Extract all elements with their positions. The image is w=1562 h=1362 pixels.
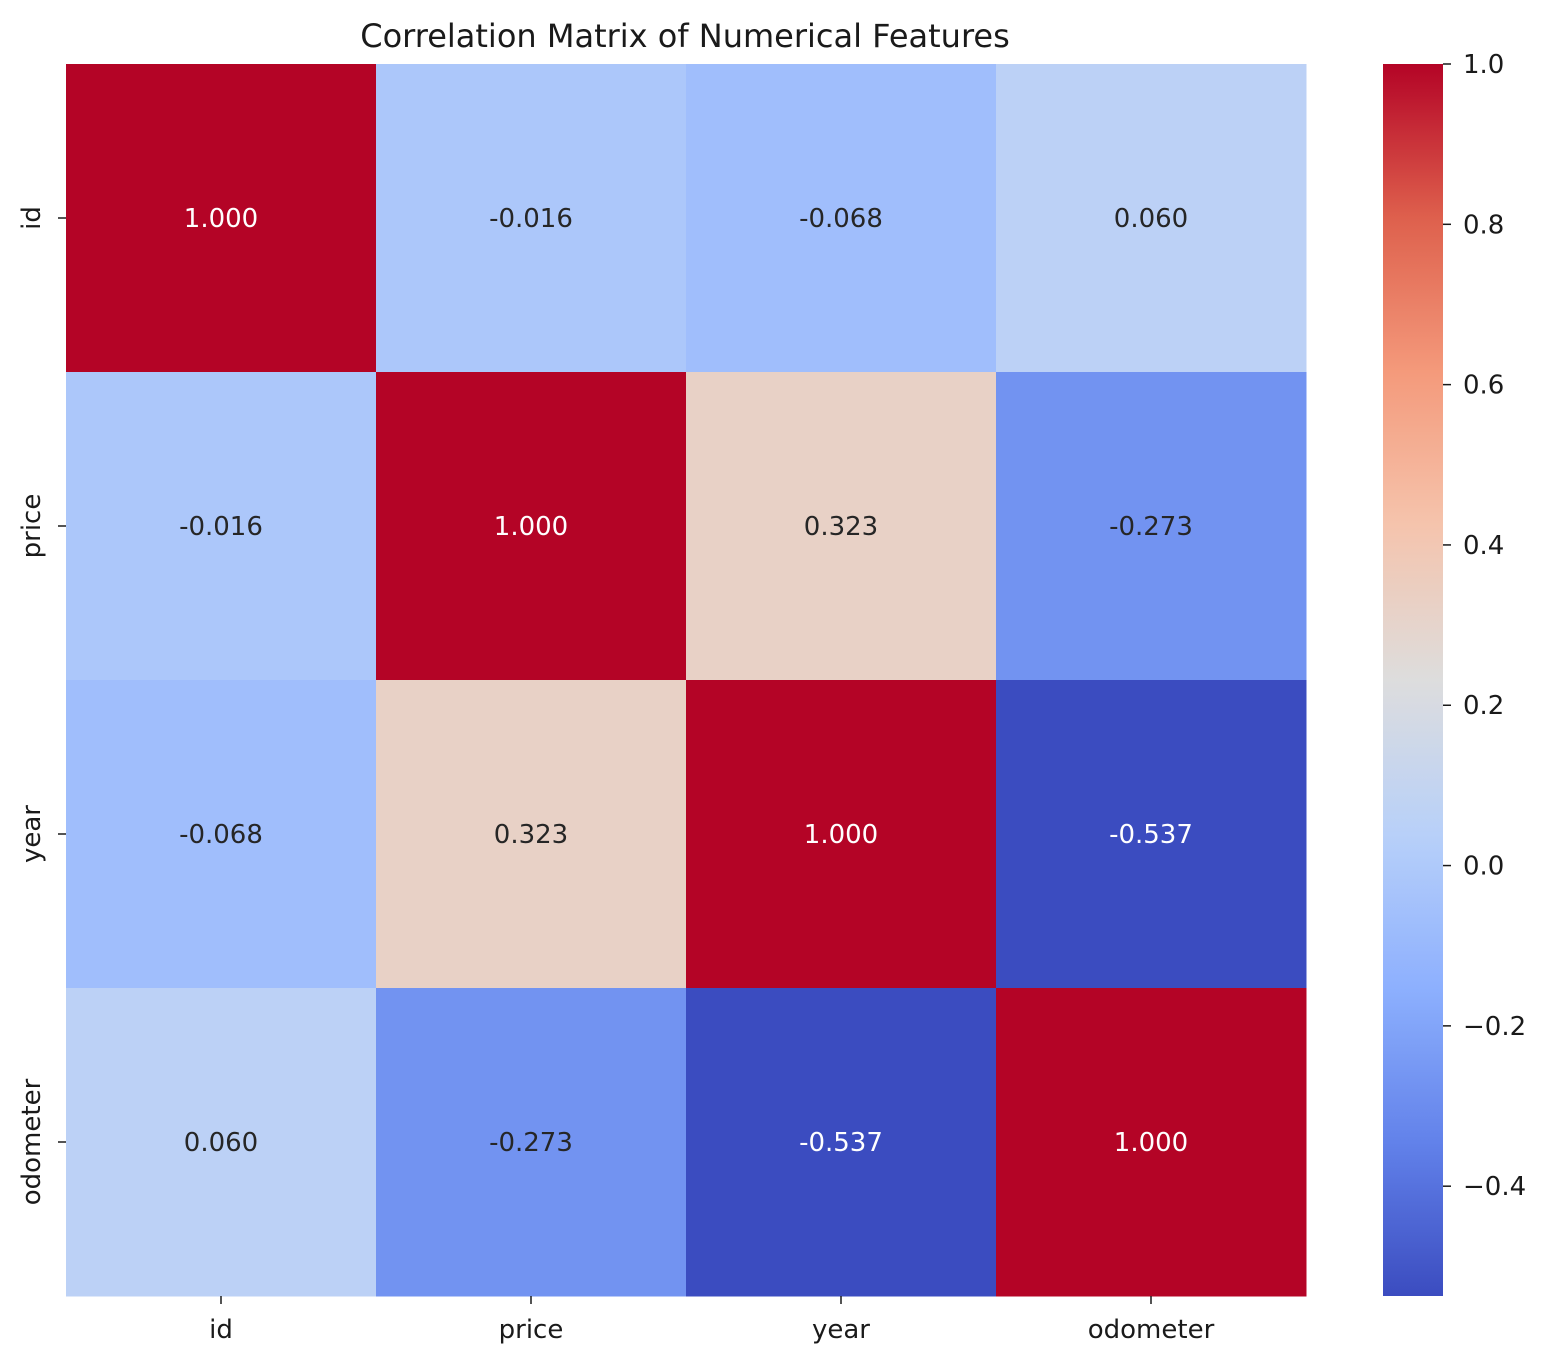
colorbar-tick-label: 1.0 bbox=[1463, 50, 1504, 80]
cell-value-label: 0.060 bbox=[1114, 204, 1188, 234]
colorbar-tick-label: 0.6 bbox=[1463, 371, 1504, 401]
cell-value-label: -0.273 bbox=[1109, 512, 1193, 542]
heatmap-cell-price-year bbox=[686, 372, 997, 681]
cell-value-label: -0.016 bbox=[179, 512, 263, 542]
heatmap-cell-odometer-odometer bbox=[996, 988, 1307, 1297]
heatmap-cell-odometer-id bbox=[66, 988, 377, 1297]
cell-value-label: -0.537 bbox=[1109, 820, 1193, 850]
y-tick-label: price bbox=[17, 494, 47, 559]
heatmap-cell-year-year bbox=[686, 680, 997, 989]
x-axis: id price year odometer bbox=[209, 1296, 1215, 1345]
colorbar-tick-label: 0.0 bbox=[1463, 852, 1504, 882]
heatmap-cell-price-id bbox=[66, 372, 377, 681]
heatmap-cell-year-id bbox=[66, 680, 377, 989]
heatmap-cell-year-odometer bbox=[996, 680, 1307, 989]
x-tick-label: year bbox=[812, 1315, 870, 1345]
y-tick-label: year bbox=[17, 805, 47, 863]
heatmap-cell-odometer-price bbox=[376, 988, 687, 1297]
heatmap-cell-price-price bbox=[376, 372, 687, 681]
chart-title: Correlation Matrix of Numerical Features bbox=[360, 17, 1010, 55]
heatmap-cell-id-year bbox=[686, 64, 997, 373]
colorbar-tick-label: 0.8 bbox=[1463, 210, 1504, 240]
colorbar-gradient bbox=[1383, 64, 1443, 1296]
cell-value-label: 1.000 bbox=[494, 512, 568, 542]
x-tick-label: price bbox=[499, 1315, 564, 1345]
x-tick-label: id bbox=[209, 1315, 233, 1345]
y-tick-label: id bbox=[17, 206, 47, 230]
x-tick-label: odometer bbox=[1088, 1315, 1215, 1345]
y-tick-label: odometer bbox=[17, 1078, 47, 1205]
cell-value-label: 1.000 bbox=[804, 820, 878, 850]
colorbar-tick-label: 0.2 bbox=[1463, 691, 1504, 721]
heatmap-cell-year-price bbox=[376, 680, 687, 989]
heatmap-cell-price-odometer bbox=[996, 372, 1307, 681]
colorbar-tick-label: 0.4 bbox=[1463, 531, 1504, 561]
heatmap-cell-odometer-year bbox=[686, 988, 997, 1297]
heatmap-cell-id-id bbox=[66, 64, 377, 373]
heatmap-cells: 1.000 -0.016 -0.068 0.060 -0.016 1.000 0.323 -0… bbox=[66, 64, 1307, 1297]
cell-value-label: -0.537 bbox=[799, 1128, 883, 1158]
cell-value-label: -0.016 bbox=[489, 204, 573, 234]
cell-value-label: 0.323 bbox=[804, 512, 878, 542]
cell-value-label: -0.273 bbox=[489, 1128, 573, 1158]
cell-value-label: 1.000 bbox=[184, 204, 258, 234]
cell-value-label: 0.323 bbox=[494, 820, 568, 850]
heatmap-cell-id-price bbox=[376, 64, 687, 373]
cell-value-label: -0.068 bbox=[799, 204, 883, 234]
heatmap-cell-id-odometer bbox=[996, 64, 1307, 373]
y-axis: id price year odometer bbox=[17, 206, 66, 1205]
colorbar: 1.0 0.8 0.6 0.4 0.2 0.0 −0.2 −0.4 bbox=[1383, 50, 1526, 1296]
cell-value-label: 1.000 bbox=[1114, 1128, 1188, 1158]
colorbar-tick-label: −0.4 bbox=[1463, 1172, 1526, 1202]
cell-value-label: -0.068 bbox=[179, 820, 263, 850]
cell-value-label: 0.060 bbox=[184, 1128, 258, 1158]
colorbar-tick-label: −0.2 bbox=[1463, 1012, 1526, 1042]
